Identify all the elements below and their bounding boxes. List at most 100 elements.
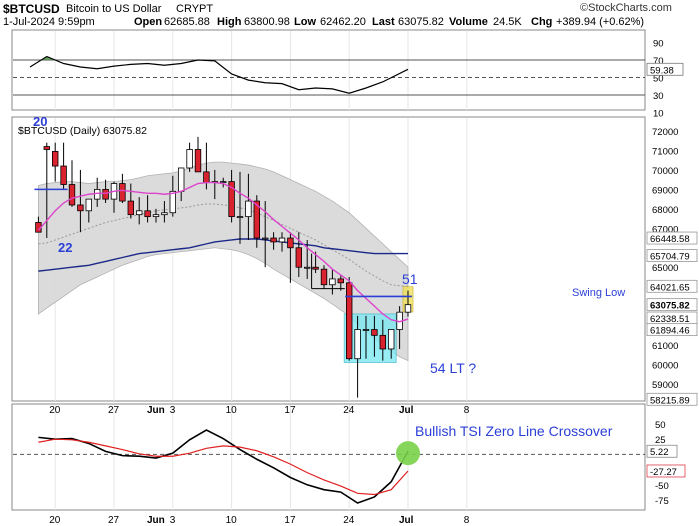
tsi-signal-line: [38, 438, 409, 496]
volume-value: 24.5K: [493, 16, 522, 28]
candle: [387, 329, 395, 350]
annotation-22: 22: [58, 240, 72, 255]
price-x-tick-label: 8: [464, 405, 470, 416]
candle: [85, 198, 92, 212]
price-level-label: 64021.65: [650, 282, 690, 293]
price-label-box: [646, 392, 698, 406]
candle: [152, 214, 160, 218]
cyan-highlight-box: [343, 313, 397, 363]
open-label: Open: [134, 16, 163, 28]
price-tick-label: 61000: [652, 341, 678, 352]
candle: [320, 268, 328, 286]
annotation-20: 20: [33, 114, 47, 129]
high-value: 63800.98: [244, 16, 290, 28]
candle: [194, 149, 202, 173]
price-x-tick-label: Jul: [399, 405, 414, 416]
tsi-x-tick-label: 20: [49, 515, 61, 526]
candle: [203, 171, 210, 183]
price-level-label: 62338.51: [650, 314, 690, 325]
panel-frame: [11, 29, 646, 111]
candle: [119, 183, 126, 202]
candle: [287, 237, 294, 249]
candle: [43, 146, 50, 150]
candle: [169, 190, 176, 214]
tsi-x-tick-label: 10: [226, 515, 238, 526]
stockcharts-brand: ©StockCharts.com: [580, 2, 672, 14]
price-x-tick-label: 27: [108, 405, 120, 416]
candle: [379, 334, 386, 350]
chg-value: +389.94 (+0.62%): [556, 16, 645, 28]
candle: [102, 188, 109, 200]
candle: [186, 149, 193, 169]
candle: [337, 278, 344, 284]
low-value: 62462.20: [320, 16, 366, 28]
rsi-tick-label: 10: [653, 109, 664, 120]
price-tick-label: 69000: [652, 185, 678, 196]
annotation-swing-low: Swing Low: [572, 287, 625, 299]
tsi-tick-label: -50: [655, 481, 669, 492]
price-tick-label: 65000: [652, 263, 678, 274]
candle: [52, 151, 59, 167]
volume-label: Volume: [449, 16, 488, 28]
annotation-54-lt: 54 LT ?: [430, 360, 476, 376]
candle: [228, 181, 235, 218]
candle: [135, 210, 143, 216]
panel-frame: [11, 403, 646, 511]
rsi-tick-label: 90: [653, 39, 664, 50]
rsi-tick-label: 70: [653, 56, 664, 67]
instrument-name: Bitcoin to US Dollar: [66, 3, 162, 15]
candle: [68, 184, 76, 206]
tsi-signal-last-box: [646, 464, 686, 478]
price-label-box: [646, 231, 698, 245]
price-x-tick-label: 20: [49, 405, 61, 416]
candle: [295, 247, 302, 268]
candle: [236, 216, 244, 219]
candle: [329, 278, 336, 286]
tsi-tick-label: 25: [655, 435, 666, 446]
price-level-label: 58215.89: [650, 395, 690, 406]
price-level-label: 66448.58: [650, 234, 690, 245]
tsi-line: [38, 429, 409, 504]
price-x-tick-label: Jun: [147, 405, 165, 416]
ma-pink-line: [37, 181, 409, 323]
candle: [144, 210, 151, 218]
candle: [60, 165, 67, 185]
tsi-tick-label: -75: [655, 496, 669, 507]
price-x-tick-label: 24: [343, 405, 355, 416]
candle: [127, 200, 134, 216]
rsi-tick-label: 30: [653, 91, 664, 102]
candle: [261, 237, 269, 240]
tsi-signal-last-value: -27.27: [650, 467, 677, 478]
price-x-tick-label: 3: [170, 405, 176, 416]
price-panel-title: $BTCUSD (Daily) 63075.82: [18, 125, 147, 137]
price-tick-label: 59000: [652, 380, 678, 391]
symbol-label: $BTCUSD: [3, 2, 60, 16]
tsi-x-tick-label: 8: [464, 515, 470, 526]
rsi-tick-label: 50: [653, 74, 664, 85]
date-time: 1-Jul-2024 9:59pm: [3, 16, 95, 28]
price-label-box: [646, 323, 698, 337]
price-level-label: 61894.46: [650, 326, 690, 337]
tsi-x-tick-label: 27: [108, 515, 120, 526]
price-label-box: [646, 279, 698, 293]
candle: [253, 200, 260, 239]
price-x-tick-label: 17: [284, 405, 296, 416]
candle: [77, 204, 84, 212]
price-tick-label: 67000: [652, 224, 678, 235]
panel-frame: [11, 116, 646, 402]
candle: [362, 329, 370, 331]
tsi-tick-label: 50: [655, 420, 666, 431]
annotation-51: 51: [402, 271, 418, 287]
crossover-highlight-circle: [396, 441, 420, 466]
last-value: 63075.82: [398, 16, 444, 28]
tsi-x-tick-label: 24: [343, 515, 355, 526]
chg-label: Chg: [531, 16, 553, 28]
exchange-label: CRYPT: [176, 3, 214, 15]
tsi-x-tick-label: 17: [284, 515, 296, 526]
last-price-label: 63075.82: [650, 301, 690, 312]
price-label-box: [646, 249, 698, 262]
candle: [245, 200, 252, 218]
candle: [278, 237, 286, 243]
candle: [270, 237, 277, 243]
candle: [303, 266, 311, 269]
